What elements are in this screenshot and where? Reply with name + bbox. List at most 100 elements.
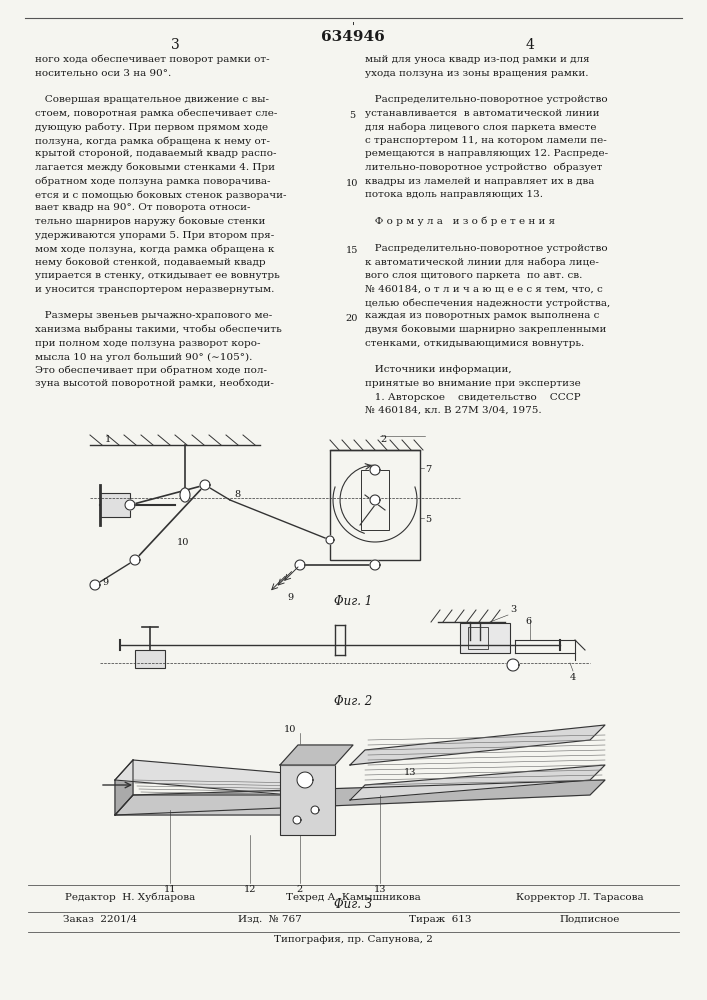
Text: № 460184, кл. В 27М 3/04, 1975.: № 460184, кл. В 27М 3/04, 1975.: [365, 406, 542, 415]
Text: Типография, пр. Сапунова, 2: Типография, пр. Сапунова, 2: [274, 935, 433, 944]
Polygon shape: [326, 536, 334, 544]
Text: 13: 13: [374, 885, 386, 894]
Text: Заказ  2201/4: Заказ 2201/4: [63, 915, 137, 924]
Polygon shape: [297, 772, 313, 788]
Text: 1. Авторское    свидетельство    СССР: 1. Авторское свидетельство СССР: [365, 392, 580, 401]
Text: 12: 12: [244, 885, 256, 894]
Text: зуна высотой поворотной рамки, необходи-: зуна высотой поворотной рамки, необходи-: [35, 379, 274, 388]
Polygon shape: [115, 780, 605, 815]
Text: Источники информации,: Источники информации,: [365, 365, 512, 374]
Text: 10: 10: [284, 725, 296, 734]
Text: двумя боковыми шарнирно закрепленными: двумя боковыми шарнирно закрепленными: [365, 325, 607, 334]
Text: дующую работу. При первом прямом ходе: дующую работу. При первом прямом ходе: [35, 122, 268, 132]
Text: 6: 6: [525, 617, 531, 626]
Text: мысла 10 на угол больший 90° (∼105°).: мысла 10 на угол больший 90° (∼105°).: [35, 352, 252, 361]
Text: Подписное: Подписное: [560, 915, 620, 924]
Polygon shape: [130, 555, 140, 565]
Text: носительно оси 3 на 90°.: носительно оси 3 на 90°.: [35, 68, 171, 78]
Polygon shape: [311, 806, 319, 814]
Text: с транспортером 11, на котором ламели пе-: с транспортером 11, на котором ламели пе…: [365, 136, 607, 145]
Text: Φиг. 1: Φиг. 1: [334, 595, 372, 608]
Text: 7: 7: [425, 465, 431, 474]
Text: 4: 4: [570, 673, 576, 682]
Text: Техред А. Камышникова: Техред А. Камышникова: [286, 893, 421, 902]
Text: удерживаются упорами 5. При втором пря-: удерживаются упорами 5. При втором пря-: [35, 231, 274, 239]
Text: Совершая вращательное движение с вы-: Совершая вращательное движение с вы-: [35, 96, 269, 104]
Text: 1: 1: [105, 435, 111, 444]
Text: Корректор Л. Тарасова: Корректор Л. Тарасова: [516, 893, 644, 902]
Text: при полном ходе ползуна разворот коро-: при полном ходе ползуна разворот коро-: [35, 338, 260, 348]
Polygon shape: [125, 500, 135, 510]
Text: 3: 3: [170, 38, 180, 52]
Text: 11: 11: [164, 885, 176, 894]
Text: Распределительно-поворотное устройство: Распределительно-поворотное устройство: [365, 96, 607, 104]
Text: Размеры звеньев рычажно-храпового ме-: Размеры звеньев рычажно-храпового ме-: [35, 312, 272, 320]
Text: ется и с помощью боковых стенок разворачи-: ется и с помощью боковых стенок разворач…: [35, 190, 286, 200]
Text: мом ходе ползуна, когда рамка обращена к: мом ходе ползуна, когда рамка обращена к: [35, 244, 274, 253]
Bar: [330, 450, 420, 560]
Polygon shape: [295, 560, 305, 570]
Text: вого слоя щитового паркета  по авт. св.: вого слоя щитового паркета по авт. св.: [365, 271, 583, 280]
Text: 4: 4: [525, 38, 534, 52]
Text: лагается между боковыми стенками 4. При: лагается между боковыми стенками 4. При: [35, 163, 275, 172]
Text: 15: 15: [346, 246, 358, 255]
Text: стоем, поворотная рамка обеспечивает сле-: стоем, поворотная рамка обеспечивает сле…: [35, 109, 277, 118]
Text: устанавливается  в автоматической линии: устанавливается в автоматической линии: [365, 109, 600, 118]
Text: для набора лицевого слоя паркета вместе: для набора лицевого слоя паркета вместе: [365, 122, 597, 132]
Polygon shape: [350, 725, 605, 765]
Text: 634946: 634946: [321, 30, 385, 44]
Polygon shape: [115, 795, 308, 815]
Text: стенками, откидывающимися вовнутрь.: стенками, откидывающимися вовнутрь.: [365, 338, 584, 348]
Text: 5: 5: [349, 111, 355, 120]
Text: Редактор  Н. Хубларова: Редактор Н. Хубларова: [65, 893, 195, 902]
Polygon shape: [115, 760, 133, 815]
Text: вает квадр на 90°. От поворота относи-: вает квадр на 90°. От поворота относи-: [35, 204, 250, 213]
Text: Изд.  № 767: Изд. № 767: [238, 915, 302, 924]
Text: 5: 5: [425, 515, 431, 524]
Bar: [280, 765, 335, 835]
Text: ползуна, когда рамка обращена к нему от-: ползуна, когда рамка обращена к нему от-: [35, 136, 270, 145]
Polygon shape: [293, 816, 301, 824]
Bar: [460, 623, 510, 653]
Polygon shape: [370, 495, 380, 505]
Text: Тираж  613: Тираж 613: [409, 915, 472, 924]
Text: 10: 10: [177, 538, 189, 547]
Text: крытой стороной, подаваемый квадр распо-: крытой стороной, подаваемый квадр распо-: [35, 149, 276, 158]
Polygon shape: [115, 760, 308, 795]
Bar: [468, 627, 488, 649]
Polygon shape: [200, 480, 210, 490]
Bar: [100, 493, 130, 517]
Text: 9: 9: [287, 593, 293, 602]
Polygon shape: [507, 659, 519, 671]
Polygon shape: [280, 745, 353, 765]
Text: обратном ходе ползуна рамка поворачива-: обратном ходе ползуна рамка поворачива-: [35, 176, 271, 186]
Polygon shape: [350, 765, 605, 800]
Text: Ф о р м у л а   и з о б р е т е н и я: Ф о р м у л а и з о б р е т е н и я: [365, 217, 555, 227]
Text: Распределительно-поворотное устройство: Распределительно-поворотное устройство: [365, 244, 607, 253]
Polygon shape: [370, 560, 380, 570]
Text: ного хода обеспечивает поворот рамки от-: ного хода обеспечивает поворот рамки от-: [35, 55, 269, 64]
Text: мый для уноса квадр из-под рамки и для: мый для уноса квадр из-под рамки и для: [365, 55, 590, 64]
Text: № 460184, о т л и ч а ю щ е е с я тем, что, с: № 460184, о т л и ч а ю щ е е с я тем, ч…: [365, 284, 603, 294]
Text: 10: 10: [346, 179, 358, 188]
Text: Φиг. 3: Φиг. 3: [334, 898, 372, 911]
Text: каждая из поворотных рамок выполнена с: каждая из поворотных рамок выполнена с: [365, 312, 600, 320]
Polygon shape: [370, 465, 380, 475]
Text: Это обеспечивает при обратном ходе пол-: Это обеспечивает при обратном ходе пол-: [35, 365, 267, 375]
Text: квадры из ламелей и направляет их в два: квадры из ламелей и направляет их в два: [365, 176, 595, 186]
Text: 20: 20: [346, 314, 358, 323]
Text: принятые во внимание при экспертизе: принятые во внимание при экспертизе: [365, 379, 580, 388]
Polygon shape: [90, 580, 100, 590]
Text: целью обеспечения надежности устройства,: целью обеспечения надежности устройства,: [365, 298, 610, 308]
Text: Φиг. 2: Φиг. 2: [334, 695, 372, 708]
Text: 2: 2: [297, 885, 303, 894]
Text: 13: 13: [404, 768, 416, 777]
Text: ремещаются в направляющих 12. Распреде-: ремещаются в направляющих 12. Распреде-: [365, 149, 608, 158]
Text: к автоматической линии для набора лице-: к автоматической линии для набора лице-: [365, 257, 599, 267]
Text: 9: 9: [102, 578, 108, 587]
Text: тельно шарниров наружу боковые стенки: тельно шарниров наружу боковые стенки: [35, 217, 265, 227]
Text: 3: 3: [510, 605, 516, 614]
Text: и уносится транспортером неразвернутым.: и уносится транспортером неразвернутым.: [35, 284, 274, 294]
Bar: [361, 470, 389, 530]
Text: 2: 2: [380, 435, 386, 444]
